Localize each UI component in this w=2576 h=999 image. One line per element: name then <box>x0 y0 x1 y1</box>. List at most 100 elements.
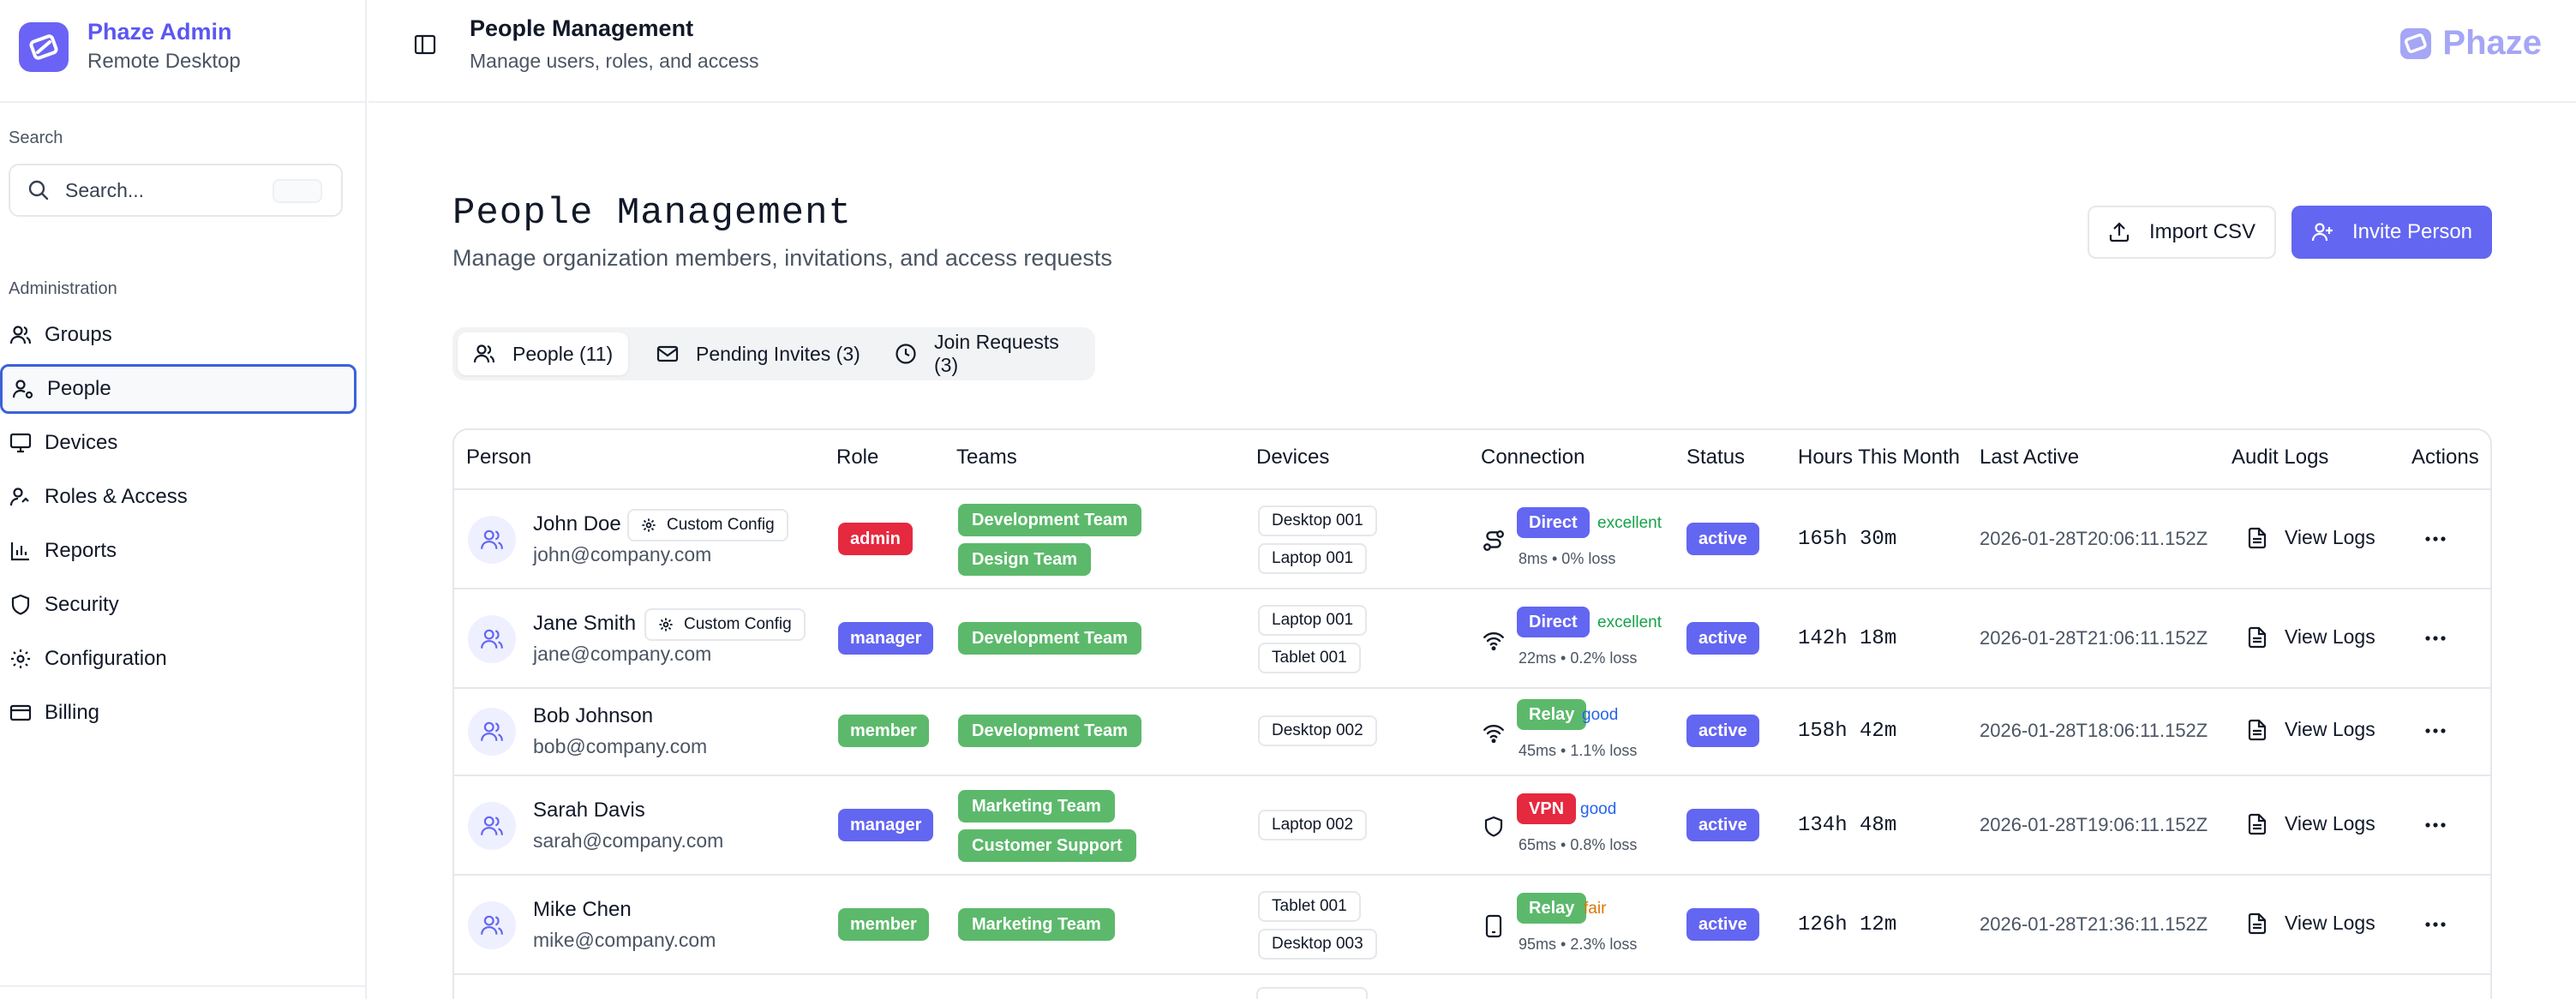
tab-label: People (11) <box>512 342 614 365</box>
view-logs-label: View Logs <box>2285 812 2375 834</box>
team-badge: Design Team <box>958 543 1091 576</box>
topbar-subtitle: Manage users, roles, and access <box>470 50 759 72</box>
table-row[interactable]: Sarah Davis sarah@company.com manager Ma… <box>454 775 2490 874</box>
sidebar-item-groups[interactable]: Groups <box>0 310 356 360</box>
table-row[interactable] <box>454 973 2490 999</box>
column-header-status: Status <box>1686 446 1746 469</box>
user-plus-icon <box>2311 221 2333 243</box>
phaze-logo-icon <box>2398 26 2434 62</box>
administration-section-label: Administration <box>9 279 117 298</box>
connection-type-badge: Direct <box>1517 507 1590 538</box>
sidebar-item-billing[interactable]: Billing <box>0 688 356 738</box>
sidebar-item-label: Security <box>45 593 119 616</box>
connection-quality: fair <box>1584 900 1607 918</box>
topbar-title: People Management <box>470 15 694 41</box>
invite-person-button[interactable]: Invite Person <box>2291 206 2492 259</box>
device-badge: Laptop 001 <box>1258 605 1368 636</box>
smartphone-icon <box>1481 913 1507 939</box>
connection-quality: good <box>1580 800 1617 818</box>
person-email: sarah@company.com <box>533 829 724 852</box>
hours-this-month: 134h 48m <box>1798 814 1897 837</box>
view-logs-button[interactable]: View Logs <box>2247 625 2375 649</box>
sidebar-toggle-icon[interactable] <box>413 33 437 57</box>
view-logs-button[interactable]: View Logs <box>2247 812 2375 835</box>
gear-icon <box>658 617 674 632</box>
person-name: Jane Smith <box>533 612 637 635</box>
import-csv-button[interactable]: Import CSV <box>2088 206 2276 259</box>
status-badge: active <box>1686 715 1759 747</box>
topbar-logo: Phaze <box>2398 24 2542 63</box>
custom-config-badge[interactable]: Custom Config <box>627 509 788 541</box>
table-row[interactable]: Mike Chen mike@company.com member Market… <box>454 874 2490 973</box>
view-logs-button[interactable]: View Logs <box>2247 912 2375 935</box>
device-badge <box>1256 987 1368 999</box>
sidebar-item-roles-access[interactable]: Roles & Access <box>0 472 356 522</box>
column-header-teams: Teams <box>956 446 1017 469</box>
brand-subtitle: Remote Desktop <box>87 50 241 73</box>
person-name: Sarah Davis <box>533 799 645 822</box>
avatar <box>468 901 516 949</box>
file-text-icon <box>2247 912 2267 935</box>
connection-type-badge: Relay <box>1517 893 1587 924</box>
view-logs-button[interactable]: View Logs <box>2247 718 2375 741</box>
last-active: 2026-01-28T21:06:11.152Z <box>1980 627 2208 649</box>
search-placeholder: Search... <box>65 178 145 201</box>
bar-chart-icon <box>9 539 33 563</box>
sidebar-item-security[interactable]: Security <box>0 580 356 630</box>
sidebar-item-label: Configuration <box>45 647 167 670</box>
tab-join-requests[interactable]: Join Requests (3) <box>879 331 1095 376</box>
file-text-icon <box>2247 813 2267 835</box>
more-actions-icon[interactable] <box>2420 625 2451 651</box>
team-badge: Development Team <box>958 504 1141 536</box>
more-actions-icon[interactable] <box>2420 718 2451 744</box>
person-email: bob@company.com <box>533 735 708 757</box>
search-input[interactable]: Search... <box>9 164 343 217</box>
sidebar-item-configuration[interactable]: Configuration <box>0 634 356 684</box>
sidebar-item-people[interactable]: People <box>0 364 356 414</box>
status-badge: active <box>1686 908 1759 941</box>
avatar <box>468 708 516 756</box>
topbar: People Management Manage users, roles, a… <box>368 0 2576 103</box>
connection-type-badge: Relay <box>1517 699 1587 730</box>
route-icon <box>1481 528 1507 553</box>
status-badge: active <box>1686 523 1759 555</box>
sidebar-item-label: Devices <box>45 431 118 454</box>
shield-icon <box>1481 814 1507 840</box>
avatar <box>468 615 516 663</box>
gear-icon <box>9 647 33 671</box>
avatar <box>468 802 516 850</box>
user-key-icon <box>9 485 33 509</box>
last-active: 2026-01-28T20:06:11.152Z <box>1980 528 2208 549</box>
device-badge: Laptop 002 <box>1258 810 1368 840</box>
credit-card-icon <box>9 701 33 725</box>
table-row[interactable]: Jane Smith Custom Config jane@company.co… <box>454 588 2490 687</box>
tab-people[interactable]: People (11) <box>458 332 629 375</box>
team-badge: Development Team <box>958 715 1141 747</box>
divider <box>0 101 367 103</box>
person-email: john@company.com <box>533 543 712 565</box>
hours-this-month: 142h 18m <box>1798 627 1897 650</box>
tab-pending-invites[interactable]: Pending Invites (3) <box>641 332 876 375</box>
page-subtitle: Manage organization members, invitations… <box>452 245 1112 271</box>
keyboard-shortcut-badge <box>273 179 322 203</box>
brand[interactable]: Phaze Admin Remote Desktop <box>19 17 241 77</box>
view-logs-label: View Logs <box>2285 625 2375 648</box>
person-name: John Doe <box>533 512 621 535</box>
person-email: mike@company.com <box>533 929 716 951</box>
clock-icon <box>895 343 917 365</box>
table-row[interactable]: John Doe Custom Config john@company.com … <box>454 488 2490 588</box>
sidebar-item-label: Billing <box>45 701 100 724</box>
hours-this-month: 158h 42m <box>1798 720 1897 743</box>
sidebar-item-reports[interactable]: Reports <box>0 526 356 576</box>
sidebar: Phaze Admin Remote Desktop Search Search… <box>0 0 367 999</box>
sidebar-item-label: Roles & Access <box>45 485 188 508</box>
view-logs-button[interactable]: View Logs <box>2247 526 2375 549</box>
person-email: jane@company.com <box>533 643 712 665</box>
more-actions-icon[interactable] <box>2420 526 2451 552</box>
table-row[interactable]: Bob Johnson bob@company.com member Devel… <box>454 687 2490 775</box>
more-actions-icon[interactable] <box>2420 812 2451 838</box>
more-actions-icon[interactable] <box>2420 912 2451 937</box>
sidebar-item-devices[interactable]: Devices <box>0 418 356 468</box>
custom-config-badge[interactable]: Custom Config <box>644 608 806 641</box>
column-header-audit-logs: Audit Logs <box>2232 446 2329 469</box>
